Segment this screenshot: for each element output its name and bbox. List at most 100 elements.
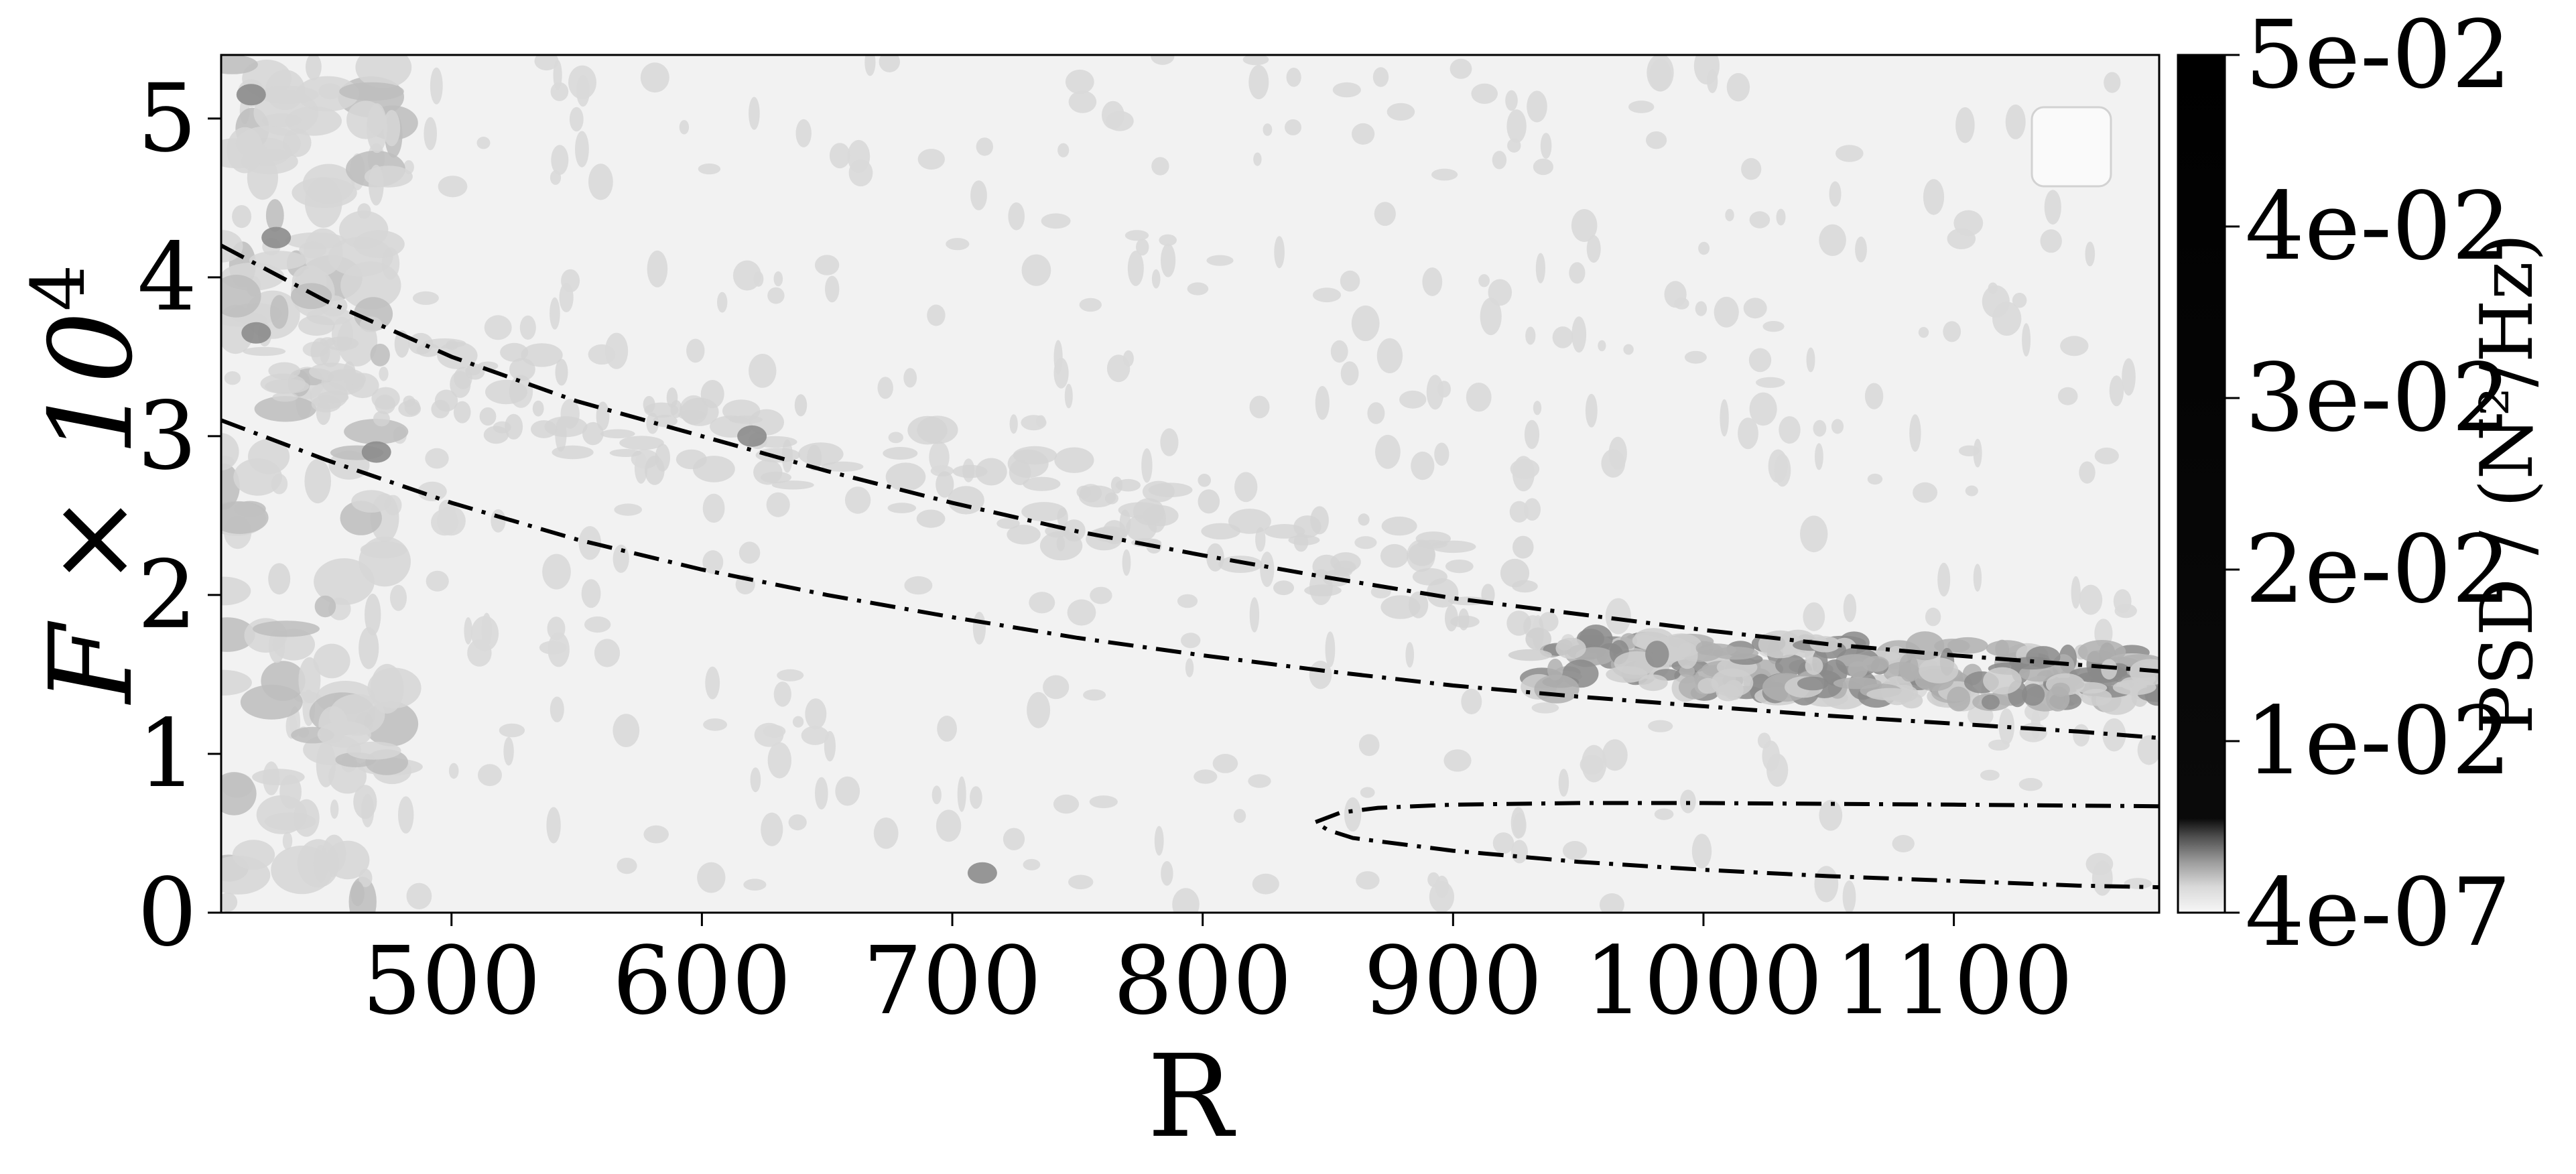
x-tick-label: 1100	[1834, 927, 2073, 1036]
psd-blob	[931, 785, 942, 805]
psd-blob	[351, 490, 392, 513]
psd-blob	[221, 892, 238, 912]
psd-blob	[1151, 157, 1169, 176]
psd-blob	[1021, 254, 1051, 286]
psd-blob	[1380, 595, 1421, 619]
psd-blob	[1381, 516, 1417, 536]
psd-blob	[1555, 637, 1586, 659]
psd-blob	[499, 723, 525, 738]
psd-blob	[801, 726, 829, 745]
psd-blob	[390, 584, 407, 611]
psd-blob	[749, 354, 777, 388]
psd-blob	[1068, 90, 1097, 113]
x-axis-label: R	[1147, 1031, 1236, 1163]
psd-blob	[1161, 243, 1176, 277]
x-tick-label: 600	[613, 927, 791, 1036]
colorbar-ticks: 4e-07 1e-02 2e-02 3e-02 4e-02 5e-02	[2225, 1, 2511, 968]
psd-blob	[1309, 661, 1332, 690]
psd-blob	[1127, 251, 1144, 286]
psd-blob	[450, 371, 471, 398]
psd-blob	[2079, 461, 2096, 484]
psd-blob	[761, 812, 783, 846]
psd-blob	[640, 62, 669, 93]
psd-blob	[903, 368, 917, 388]
psd-blob	[1415, 531, 1451, 546]
psd-blob	[320, 346, 340, 367]
psd-blob	[948, 486, 984, 515]
psd-blob	[1086, 527, 1122, 551]
x-tick-label: 1000	[1584, 927, 1823, 1036]
psd-blob	[1458, 608, 1470, 631]
psd-blob	[1492, 151, 1507, 170]
psd-blob	[773, 271, 783, 287]
psd-blob	[1124, 230, 1149, 241]
psd-blob	[1062, 519, 1086, 542]
psd-blob	[2060, 336, 2089, 356]
psd-blob	[551, 145, 569, 176]
psd-blob	[1776, 208, 1786, 226]
psd-blob	[1714, 296, 1739, 328]
psd-blob	[355, 55, 412, 88]
psd-blob	[503, 736, 514, 766]
psd-blob	[1218, 556, 1263, 573]
x-tick-label: 900	[1364, 927, 1543, 1036]
psd-blob	[755, 448, 801, 463]
psd-blob	[1083, 689, 1106, 701]
psd-blob	[1806, 347, 1815, 373]
psd-blob	[552, 445, 594, 460]
psd-blob	[2104, 72, 2121, 93]
psd-blob	[1480, 298, 1502, 336]
y-axis-label-exponent: 4	[15, 265, 101, 312]
y-axis-label: F × 104	[15, 265, 158, 706]
psd-blob	[265, 199, 284, 232]
psd-blob	[1380, 543, 1409, 568]
psd-blob	[1814, 866, 1839, 903]
psd-blob	[2057, 387, 2078, 405]
psd-blob	[972, 612, 986, 645]
psd-blob	[412, 291, 439, 305]
psd-blob	[1375, 434, 1401, 469]
psd-blob	[1571, 209, 1598, 242]
psd-blob	[500, 342, 529, 362]
psd-blob	[296, 76, 359, 112]
psd-blob	[1506, 610, 1531, 636]
psd-blob	[373, 411, 390, 427]
psd-blob	[221, 772, 257, 816]
psd-blob	[1628, 101, 1655, 113]
psd-blob	[430, 67, 443, 105]
psd-blob	[1923, 179, 1945, 215]
psd-blob	[1585, 393, 1598, 428]
y-tick-label: 1	[137, 700, 197, 809]
psd-blob	[946, 238, 970, 251]
psd-blob	[885, 462, 926, 491]
psd-blob	[1079, 485, 1116, 508]
psd-blob	[304, 459, 332, 504]
psd-blob	[1360, 787, 1375, 798]
psd-blob	[317, 721, 371, 748]
psd-blob	[1691, 834, 1712, 868]
colorbar	[2177, 54, 2226, 914]
psd-blob	[1198, 474, 1211, 487]
psd-blob	[221, 433, 239, 470]
psd-blob	[1234, 472, 1258, 503]
psd-blob	[825, 275, 840, 303]
psd-blob	[1648, 720, 1673, 732]
psd-blob	[1508, 649, 1552, 661]
psd-blob	[1800, 515, 1828, 553]
psd-blob	[1919, 657, 1959, 683]
psd-blob	[794, 394, 808, 417]
psd-blob	[1998, 708, 2014, 745]
psd-blob	[1500, 558, 1530, 588]
psd-blob	[383, 110, 401, 147]
axes: 500 600 700 800 900 1000 1100 0 1 2 3 4 5	[137, 64, 2073, 1036]
psd-blob	[698, 164, 721, 175]
psd-blob	[272, 392, 298, 402]
psd-blob	[588, 164, 613, 200]
psd-blob	[844, 486, 871, 514]
psd-blob	[604, 332, 629, 369]
psd-blob	[1013, 446, 1057, 465]
psd-blob	[270, 295, 289, 329]
psd-blob	[406, 883, 432, 910]
psd-blob	[613, 544, 629, 574]
psd-blob	[644, 402, 679, 418]
